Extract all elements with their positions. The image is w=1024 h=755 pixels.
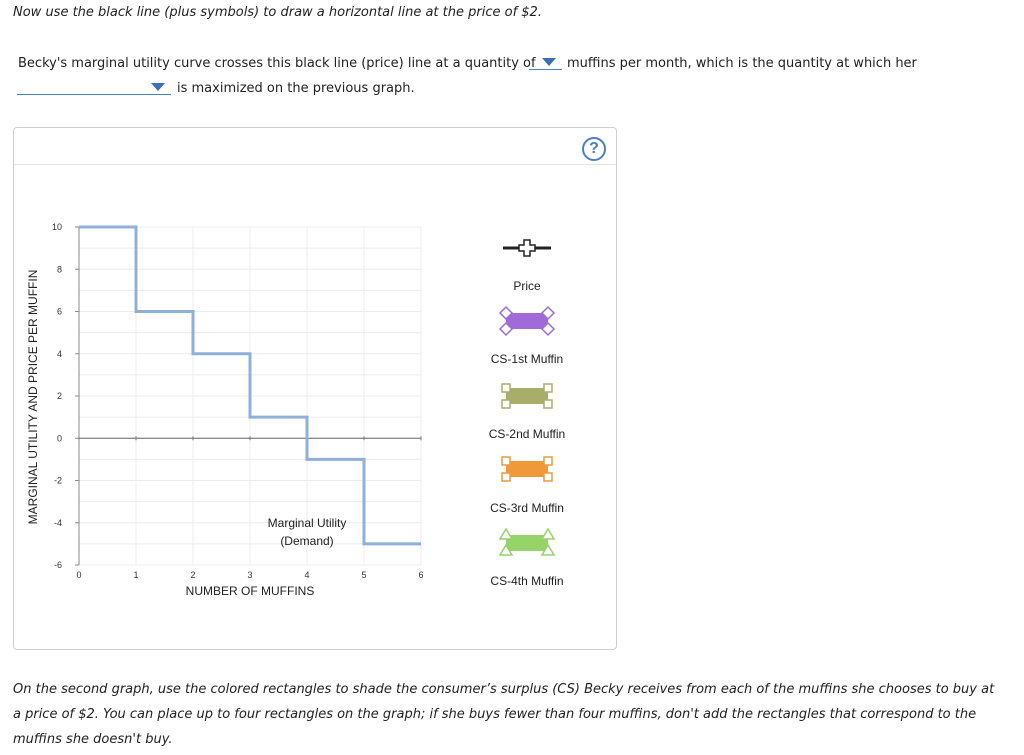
palette-tool-cs-4th-muffin[interactable]: CS-4th Muffin <box>490 527 564 588</box>
y-tick-label: -4 <box>54 518 62 528</box>
color-rect-icon <box>506 461 548 477</box>
palette-tool-cs-1st-muffin[interactable]: CS-1st Muffin <box>491 305 563 366</box>
square-marker-icon <box>543 383 553 393</box>
square-marker-icon <box>501 399 511 409</box>
triangle-marker-icon <box>498 527 514 540</box>
x-tick-label: 3 <box>247 570 252 580</box>
help-icon[interactable]: ? <box>582 137 606 161</box>
palette-label: CS-3rd Muffin <box>490 501 564 515</box>
triangle-marker-icon <box>540 543 556 556</box>
square-marker-icon <box>543 456 553 466</box>
y-tick-label: 2 <box>57 391 62 401</box>
quantity-dropdown[interactable] <box>529 55 562 70</box>
square-marker-icon <box>543 399 553 409</box>
square-marker-icon <box>501 456 511 466</box>
square-marker-icon <box>543 472 553 482</box>
x-tick-label: 2 <box>190 570 195 580</box>
diamond-marker-icon <box>498 305 514 321</box>
square-marker-icon <box>501 472 511 482</box>
sentence-part3: is maximized on the previous graph. <box>177 81 415 96</box>
x-axis-label: NUMBER OF MUFFINS <box>186 584 315 598</box>
x-tick-label: 0 <box>76 570 81 580</box>
color-rect-icon <box>506 388 548 404</box>
diamond-marker-icon <box>540 305 556 321</box>
y-tick-label: -6 <box>54 560 62 570</box>
color-rect-icon <box>506 535 548 551</box>
palette-label: CS-1st Muffin <box>491 352 563 366</box>
graph-panel: ? <box>13 127 617 650</box>
y-tick-label: 4 <box>57 349 62 359</box>
chevron-down-icon <box>542 58 556 66</box>
color-rect-icon <box>506 313 548 329</box>
y-tick-label: 6 <box>57 307 62 317</box>
bottom-instruction: On the second graph, use the colored rec… <box>13 682 995 747</box>
x-tick-label: 1 <box>133 570 138 580</box>
palette-label: CS-2nd Muffin <box>489 427 565 441</box>
palette-tool-price[interactable]: Price <box>503 239 551 293</box>
y-tick-label: 10 <box>52 222 62 232</box>
x-tick-label: 5 <box>361 570 366 580</box>
mu-curve-label-line: Marginal Utility <box>268 516 347 530</box>
x-tick-label: 4 <box>304 570 309 580</box>
y-tick-label: -2 <box>54 476 62 486</box>
tool-palette: Price CS-1st Muffin CS-2nd Muffin CS-3rd Mu… <box>489 239 565 588</box>
y-tick-label: 0 <box>57 433 62 443</box>
palette-tool-cs-2nd-muffin[interactable]: CS-2nd Muffin <box>489 383 565 441</box>
diamond-marker-icon <box>498 321 514 337</box>
square-marker-icon <box>501 383 511 393</box>
palette-label: Price <box>513 279 541 293</box>
diamond-marker-icon <box>540 321 556 337</box>
axes: 10 8 6 4 2 0 -2 -4 -6 0 1 2 3 4 5 6 <box>52 222 424 580</box>
x-tick-label: 6 <box>418 570 423 580</box>
chevron-down-icon <box>151 83 165 91</box>
mu-curve <box>79 225 421 546</box>
series: Marginal Utility (Demand) <box>79 225 421 548</box>
maximized-dropdown[interactable] <box>17 80 171 95</box>
mu-curve-label-line: (Demand) <box>280 534 333 548</box>
triangle-marker-icon <box>498 543 514 556</box>
top-instruction: Now use the black line (plus symbols) to… <box>13 5 542 20</box>
plus-marker-icon <box>518 239 536 257</box>
palette-tool-cs-3rd-muffin[interactable]: CS-3rd Muffin <box>490 456 564 515</box>
y-axis-label: MARGINAL UTILITY AND PRICE PER MUFFIN <box>26 270 40 525</box>
sentence-part2: muffins per month, which is the quantity… <box>567 56 917 71</box>
triangle-marker-icon <box>540 527 556 540</box>
palette-label: CS-4th Muffin <box>490 574 563 588</box>
panel-divider <box>14 164 616 165</box>
sentence-part1: Becky's marginal utility curve crosses t… <box>18 56 536 71</box>
mu-curve-label: Marginal Utility (Demand) <box>268 516 347 548</box>
y-tick-label: 8 <box>57 264 62 274</box>
